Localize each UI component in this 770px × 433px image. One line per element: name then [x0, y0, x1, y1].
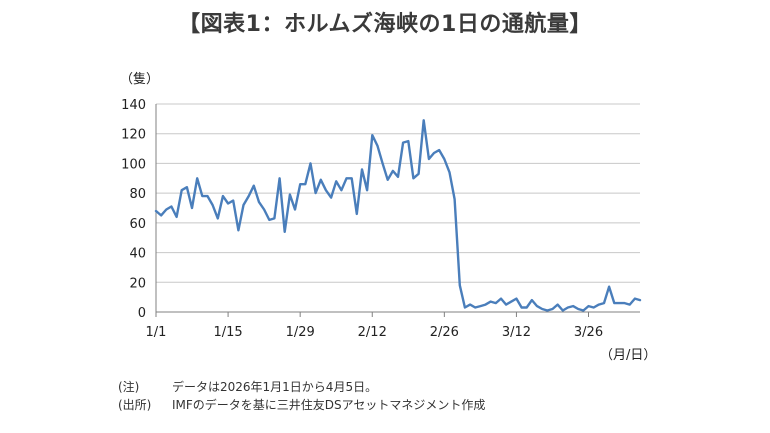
x-tick-label-2-12: 2/12 — [358, 325, 387, 340]
series-layer — [154, 119, 642, 312]
x-tick-label-3-26: 3/26 — [574, 325, 603, 340]
series-line-daily-transits — [154, 119, 642, 312]
y-tick-label-80: 80 — [129, 187, 146, 202]
note-row: (注) データは2026年1月1日から4月5日。 — [118, 378, 485, 396]
y-axis-unit: （隻） — [120, 72, 160, 87]
x-tick-label-2-26: 2/26 — [430, 325, 459, 340]
gridlines — [156, 103, 640, 283]
y-tick-label-100: 100 — [121, 157, 146, 172]
axes — [155, 104, 640, 317]
notes: (注) データは2026年1月1日から4月5日。 (出所) IMFのデータを基に… — [118, 378, 485, 414]
source-label: (出所) — [118, 398, 152, 412]
chart-title: 【図表1：ホルムズ海峡の1日の通航量】 — [178, 12, 592, 37]
note-text: データは2026年1月1日から4月5日。 — [172, 380, 378, 394]
note-label: (注) — [118, 380, 140, 394]
y-tick-labels: 0 20 40 60 80 100 120 140 — [121, 98, 146, 321]
source-row: (出所) IMFのデータを基に三井住友DSアセットマネジメント作成 — [118, 396, 485, 414]
x-tick-label-3-12: 3/12 — [502, 325, 531, 340]
y-tick-label-140: 140 — [121, 98, 146, 113]
y-tick-label-40: 40 — [129, 247, 146, 262]
x-axis-unit: （月/日） — [600, 348, 657, 363]
y-tick-label-60: 60 — [129, 217, 146, 232]
y-tick-label-0: 0 — [138, 306, 146, 321]
y-tick-label-20: 20 — [129, 276, 146, 291]
x-tick-label-1-1: 1/1 — [146, 325, 167, 340]
x-tick-labels: 1/1 1/15 1/29 2/12 2/26 3/12 3/26 — [146, 325, 604, 340]
source-text: IMFのデータを基に三井住友DSアセットマネジメント作成 — [172, 398, 486, 412]
x-tick-label-1-29: 1/29 — [286, 325, 315, 340]
x-tick-label-1-15: 1/15 — [213, 325, 242, 340]
y-tick-label-120: 120 — [121, 128, 146, 143]
